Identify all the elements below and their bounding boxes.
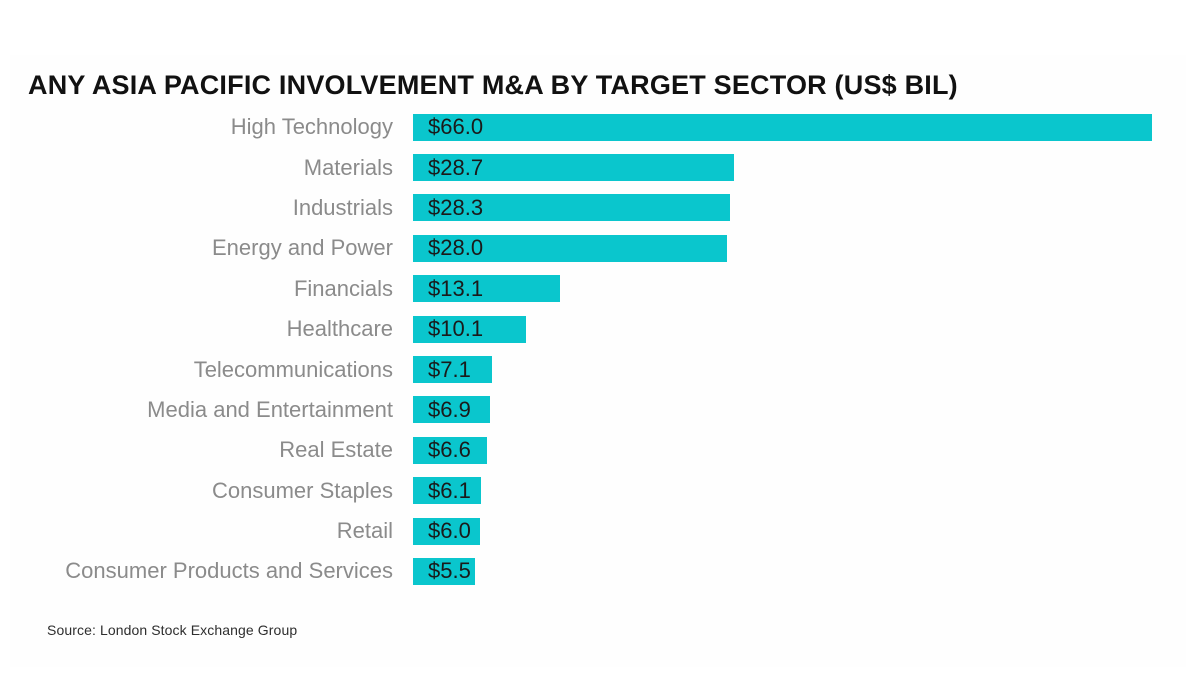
category-label: Consumer Staples (212, 477, 393, 503)
category-label: Healthcare (286, 316, 393, 342)
bar-track: $6.1 (413, 477, 1152, 505)
category-label: Consumer Products and Services (65, 558, 393, 584)
chart-row: Media and Entertainment $6.9 (12, 390, 1157, 430)
value-label: $66.0 (428, 114, 484, 140)
bar-track: $66.0 (413, 113, 1152, 141)
chart-row: Financials $13.1 (12, 269, 1157, 309)
value-label: $28.3 (428, 194, 484, 220)
category-label: Retail (336, 518, 393, 544)
bar: $5.5 (413, 557, 475, 585)
chart-row: Consumer Staples $6.1 (12, 471, 1157, 511)
chart-row: Retail $6.0 (12, 511, 1157, 551)
chart-title: ANY ASIA PACIFIC INVOLVEMENT M&A BY TARG… (28, 70, 958, 100)
category-label: Energy and Power (212, 235, 393, 261)
bar-chart: High Technology $66.0 Materials $28.7 Indust… (12, 107, 1157, 592)
value-label: $28.0 (428, 235, 484, 261)
bar-track: $6.6 (413, 436, 1152, 464)
bar: $6.0 (413, 517, 481, 545)
bar-track: $28.0 (413, 234, 1152, 262)
bar: $13.1 (413, 275, 560, 303)
category-label: High Technology (230, 114, 393, 140)
source-note: Source: London Stock Exchange Group (47, 622, 298, 638)
value-label: $13.1 (428, 275, 484, 301)
category-label: Financials (293, 275, 393, 301)
bar: $6.6 (413, 436, 487, 464)
bar-track: $28.3 (413, 194, 1152, 222)
category-label: Real Estate (279, 437, 393, 463)
chart-row: Energy and Power $28.0 (12, 228, 1157, 268)
value-label: $28.7 (428, 154, 484, 180)
bar: $28.7 (413, 154, 735, 182)
value-label: $6.9 (428, 396, 471, 422)
chart-row: Materials $28.7 (12, 147, 1157, 187)
bar-track: $5.5 (413, 557, 1152, 585)
bar-track: $13.1 (413, 275, 1152, 303)
chart-row: Telecommunications $7.1 (12, 349, 1157, 389)
value-label: $5.5 (428, 558, 471, 584)
bar: $6.9 (413, 396, 491, 424)
chart-row: High Technology $66.0 (12, 107, 1157, 147)
value-label: $6.0 (428, 518, 471, 544)
bar: $6.1 (413, 477, 482, 505)
category-label: Media and Entertainment (147, 396, 393, 422)
chart-row: Industrials $28.3 (12, 188, 1157, 228)
bar: $28.3 (413, 194, 730, 222)
category-label: Industrials (292, 194, 393, 220)
value-label: $7.1 (428, 356, 471, 382)
value-label: $6.6 (428, 437, 471, 463)
bar-track: $6.0 (413, 517, 1152, 545)
bar-track: $10.1 (413, 315, 1152, 343)
value-label: $6.1 (428, 477, 471, 503)
chart-row: Consumer Products and Services $5.5 (12, 551, 1157, 591)
bar: $28.0 (413, 234, 727, 262)
category-label: Materials (303, 154, 393, 180)
bar: $66.0 (413, 113, 1152, 141)
chart-row: Healthcare $10.1 (12, 309, 1157, 349)
bar-track: $7.1 (413, 356, 1152, 384)
chart-row: Real Estate $6.6 (12, 430, 1157, 470)
bar: $10.1 (413, 315, 527, 343)
bar: $7.1 (413, 356, 493, 384)
value-label: $10.1 (428, 316, 484, 342)
category-label: Telecommunications (193, 356, 393, 382)
bar-track: $6.9 (413, 396, 1152, 424)
bar-track: $28.7 (413, 154, 1152, 182)
